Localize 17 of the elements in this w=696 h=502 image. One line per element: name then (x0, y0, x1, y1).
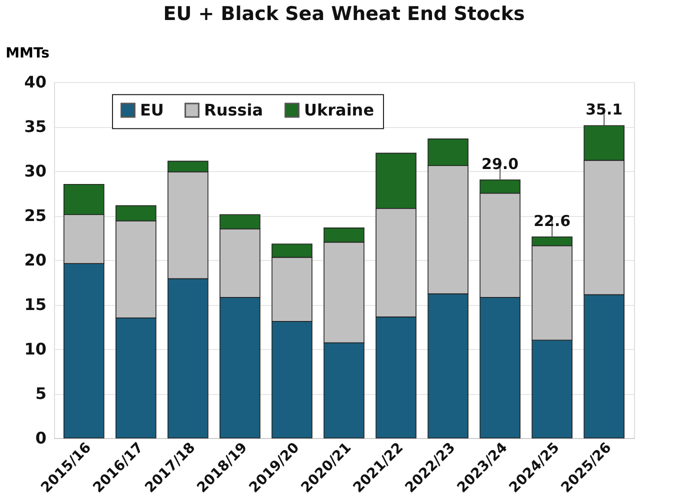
y-tick-label: 0 (35, 428, 46, 448)
total-label: 35.1 (586, 100, 623, 119)
y-tick-label: 15 (24, 295, 46, 314)
y-tick-label: 30 (24, 162, 46, 180)
y-tick-label: 25 (24, 206, 46, 225)
chart-title: EU + Black Sea Wheat End Stocks (163, 3, 525, 25)
y-tick-label: 35 (24, 117, 46, 136)
y-tick-label: 10 (24, 340, 46, 358)
y-tick-label: 5 (35, 384, 46, 403)
legend-label: Ukraine (304, 100, 374, 120)
total-label: 22.6 (534, 212, 571, 230)
y-axis-title: MMTs (6, 46, 50, 62)
y-tick-label: 40 (24, 72, 46, 92)
legend-label: EU (140, 100, 164, 120)
total-label: 29.0 (482, 154, 519, 173)
legend-label: Russia (204, 100, 264, 120)
y-tick-label: 20 (24, 250, 46, 270)
